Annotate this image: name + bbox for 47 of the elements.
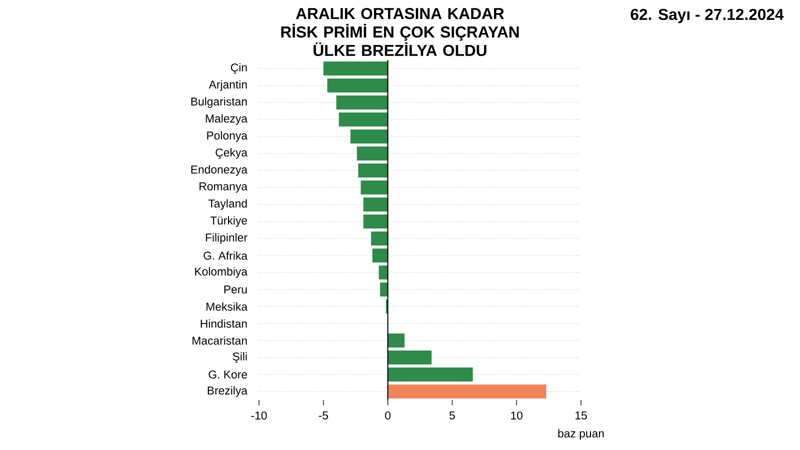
bar: [336, 96, 388, 110]
x-tick-label: 10: [511, 411, 523, 420]
x-tick-label: -10: [251, 411, 267, 420]
bar: [356, 146, 388, 160]
bar: [372, 248, 388, 262]
x-tick-label: 5: [450, 411, 455, 420]
text: 62. Sayı - 27.12.2024: [630, 8, 784, 24]
bar: [388, 334, 405, 348]
y-tick-label: Tayland: [208, 199, 247, 210]
y-tick-label: Endonezya: [191, 165, 248, 176]
y-tick-label: Bulgaristan: [191, 97, 247, 108]
x-tick-label: -5: [318, 411, 328, 420]
y-tick-label: Çin: [230, 63, 247, 74]
y-tick-label: Peru: [224, 286, 247, 294]
bar: [360, 180, 388, 194]
x-tick-label: 0: [385, 411, 391, 420]
y-tick-label: Macaristan: [192, 336, 247, 345]
y-tick-label: Türkiye: [210, 216, 248, 227]
x-tick-label: 15: [576, 411, 587, 420]
bar: [338, 112, 388, 126]
y-tick-label: Brezilya: [208, 386, 248, 397]
bar: [388, 368, 473, 382]
y-tick-label: G. Kore: [208, 370, 248, 379]
bar: [350, 130, 388, 144]
bar: [388, 384, 546, 398]
bar: [358, 164, 388, 178]
y-tick-label: Şili: [232, 352, 247, 363]
bar: [380, 282, 388, 296]
bar: [327, 78, 388, 92]
y-tick-label: Filipinler: [206, 233, 248, 244]
y-tick-label: Malezya: [206, 114, 248, 125]
y-tick-label: Hindistan: [200, 319, 247, 328]
y-tick-label: Polonya: [207, 131, 248, 142]
bar: [371, 232, 388, 246]
y-tick-label: Kolombiya: [195, 267, 248, 278]
bar: [378, 266, 388, 280]
y-tick-label: Meksika: [206, 302, 248, 311]
bar: [323, 62, 388, 76]
bar: [388, 350, 432, 364]
chart-title: ARALIK ORTASINA KADAR RİSK PRİMİ EN ÇOK SIÇRAYAN ÜLKE BREZİLYA OLDU: [281, 8, 519, 56]
y-tick-label: G. Afrika: [204, 251, 248, 260]
bar: [363, 198, 388, 212]
y-tick-label: Arjantin: [208, 80, 247, 91]
bar: [363, 214, 388, 228]
y-tick-label: Çekya: [216, 148, 248, 159]
x-axis-title: baz puan: [558, 429, 604, 440]
y-tick-label: Romanya: [200, 182, 248, 193]
